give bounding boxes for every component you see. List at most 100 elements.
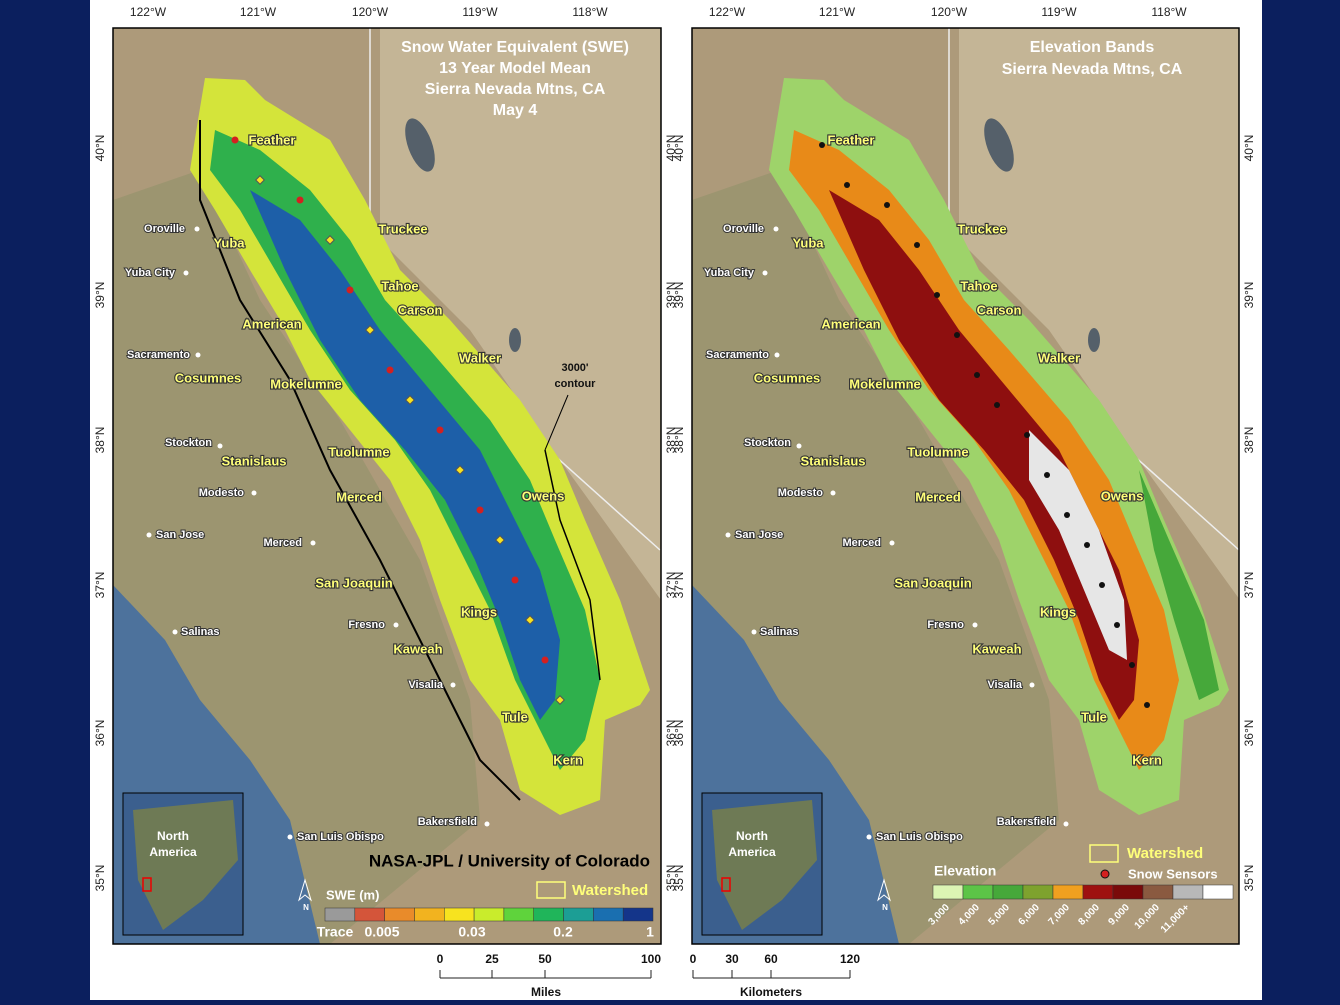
contour-3000 xyxy=(544,449,601,681)
sensor xyxy=(954,332,960,338)
sensor xyxy=(1044,472,1050,478)
compass-label: N xyxy=(882,903,888,912)
basin-label: Owens xyxy=(522,488,565,503)
compass-label: N xyxy=(303,903,309,912)
sensor xyxy=(405,395,415,405)
lat-tick: 39°N xyxy=(1242,282,1256,309)
elevation-map: Oroville Yuba City Sacramento Stockton Modes… xyxy=(692,28,1239,944)
scale-label: 30 xyxy=(725,952,739,966)
inset-locator xyxy=(142,877,152,892)
scale-label: 25 xyxy=(485,952,499,966)
basin-label: Owens xyxy=(1101,488,1144,503)
city-dot xyxy=(450,682,456,688)
legend-swatch xyxy=(622,907,654,922)
city-dot xyxy=(1063,821,1069,827)
scale-unit: Miles xyxy=(531,985,561,999)
city-dot xyxy=(830,490,836,496)
basin-label: American xyxy=(242,316,301,331)
legend-swatch xyxy=(414,907,445,922)
city-label: Sacramento xyxy=(706,349,769,361)
basin-label: Kings xyxy=(461,604,497,619)
legend-label: 1 xyxy=(646,924,654,940)
legend-swatch xyxy=(324,907,356,922)
basin-label: Cosumnes xyxy=(754,370,820,385)
sensor xyxy=(436,426,444,434)
city-label: San Jose xyxy=(735,529,783,541)
scale-label: 100 xyxy=(641,952,661,966)
sensor xyxy=(455,465,465,475)
credit: NASA-JPL / University of Colorado xyxy=(369,851,650,870)
basin-label: Walker xyxy=(1038,350,1080,365)
city-dot xyxy=(1029,682,1035,688)
city-dot xyxy=(866,834,872,840)
legend-watershed: Watershed xyxy=(572,882,648,899)
legend-swatch xyxy=(1022,884,1054,900)
map-title: 13 Year Model Mean xyxy=(439,60,591,77)
inset-land xyxy=(712,800,817,930)
lon-tick: 118°W xyxy=(572,5,608,19)
legend-sensor xyxy=(1100,869,1110,879)
city-label: Stockton xyxy=(744,437,791,449)
lat-tick: 35°N xyxy=(672,865,686,892)
basin-label: Yuba xyxy=(213,235,245,250)
sensor xyxy=(495,535,505,545)
sensor xyxy=(819,142,825,148)
compass xyxy=(298,878,312,902)
basin-label: Tuolumne xyxy=(328,444,389,459)
basin-label: Tule xyxy=(502,709,528,724)
city-label: San Jose xyxy=(156,529,204,541)
lat-tick: 36°N xyxy=(1242,720,1256,747)
legend-swatch xyxy=(444,907,475,922)
lat-tick: 38°N xyxy=(1242,427,1256,454)
sensor xyxy=(1064,512,1070,518)
lake xyxy=(509,328,521,352)
city-dot xyxy=(251,490,257,496)
map-title: Snow Water Equivalent (SWE) xyxy=(401,39,629,56)
legend-title: SWE (m) xyxy=(326,887,379,902)
city-dot xyxy=(484,821,490,827)
lon-tick: 119°W xyxy=(1041,5,1077,19)
map-title: Elevation Bands xyxy=(1030,39,1155,56)
sensor xyxy=(1114,622,1120,628)
city-dot xyxy=(393,622,399,628)
scale-unit: Kilometers xyxy=(740,985,802,999)
legend-sensors: Snow Sensors xyxy=(1128,866,1218,881)
sensor xyxy=(994,402,1000,408)
sensor xyxy=(974,372,980,378)
basin-label: Truckee xyxy=(378,221,427,236)
basin-label: Kings xyxy=(1040,604,1076,619)
basin-label: Carson xyxy=(977,302,1022,317)
sensor xyxy=(1099,582,1105,588)
sensor xyxy=(525,615,535,625)
sensor xyxy=(325,235,335,245)
legend-swatch xyxy=(962,884,994,900)
city-label: San Luis Obispo xyxy=(876,831,963,843)
legend-swatch xyxy=(533,907,564,922)
legend-swatch xyxy=(593,907,624,922)
legend-label: 0.2 xyxy=(553,924,573,940)
elev-peak xyxy=(1029,430,1127,660)
legend-swatch xyxy=(1112,884,1144,900)
lat-tick: 35°N xyxy=(93,865,107,892)
city-dot xyxy=(195,352,201,358)
city-dot xyxy=(751,629,757,635)
scale-label: 0 xyxy=(437,952,444,966)
city-dot xyxy=(194,226,200,232)
basin-label: San Joaquin xyxy=(315,575,392,590)
sensor xyxy=(1129,662,1135,668)
sensor xyxy=(934,292,940,298)
sensor xyxy=(1024,432,1030,438)
basin-label: Kern xyxy=(553,752,583,767)
sensor xyxy=(1084,542,1090,548)
basin-label: Merced xyxy=(915,489,961,504)
basin-label: Walker xyxy=(459,350,501,365)
sensor xyxy=(511,576,519,584)
city-label: Salinas xyxy=(760,626,799,638)
sensor xyxy=(231,136,239,144)
lat-tick: 40°N xyxy=(672,135,686,162)
sensor xyxy=(555,695,565,705)
overlay: 122°W 122°W 121°W 121°W 120°W 120°W 119°W 119°W… xyxy=(93,5,1256,999)
city-label: Yuba City xyxy=(125,267,176,279)
lat-tick: 39°N xyxy=(672,282,686,309)
sensor xyxy=(255,175,265,185)
